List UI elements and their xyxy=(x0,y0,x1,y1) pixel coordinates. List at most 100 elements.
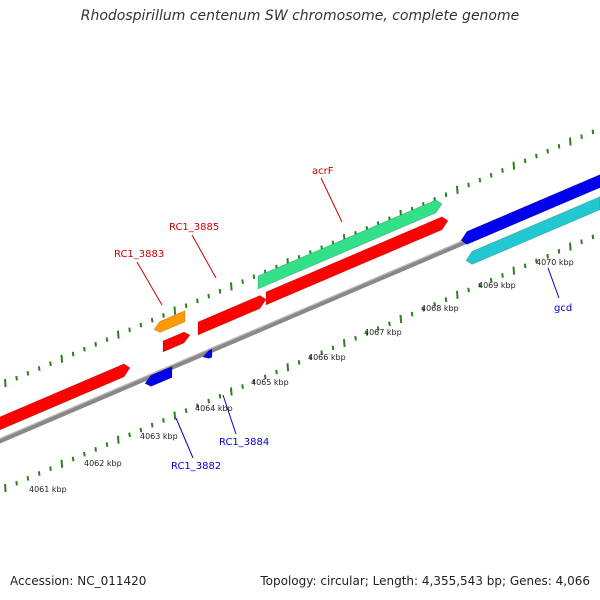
minor-tick xyxy=(218,288,222,294)
minor-tick xyxy=(218,393,222,399)
minor-tick xyxy=(252,379,256,385)
minor-tick xyxy=(83,451,86,457)
minor-tick xyxy=(49,361,52,367)
tick-label: 4065 kbp xyxy=(251,378,289,387)
tick-label: 4061 kbp xyxy=(29,485,67,494)
minor-tick xyxy=(162,418,165,423)
minor-tick xyxy=(49,466,52,472)
minor-tick xyxy=(309,355,312,360)
major-tick xyxy=(117,330,120,339)
gene-label-acrf[interactable]: acrF xyxy=(312,166,334,177)
feature-green-acrf[interactable] xyxy=(257,199,443,290)
minor-tick xyxy=(331,345,335,351)
feature-cyan-reverse[interactable] xyxy=(465,196,600,265)
minor-tick xyxy=(365,331,369,336)
minor-tick xyxy=(94,342,97,347)
minor-tick xyxy=(71,456,75,462)
minor-tick xyxy=(591,234,595,240)
major-tick xyxy=(60,459,64,468)
major-tick xyxy=(230,282,233,291)
minor-tick xyxy=(433,302,436,307)
major-tick xyxy=(4,378,7,388)
label-leaders xyxy=(136,177,560,459)
minor-tick xyxy=(557,144,561,149)
major-tick xyxy=(230,387,233,396)
minor-tick xyxy=(37,366,41,371)
tick-label: 4067 kbp xyxy=(364,328,402,337)
leader-rc1-3883 xyxy=(136,261,163,306)
tick-label: 4063 kbp xyxy=(140,432,178,441)
minor-tick xyxy=(207,398,210,404)
minor-tick xyxy=(71,351,75,357)
minor-tick xyxy=(139,427,143,433)
minor-tick xyxy=(354,335,357,341)
gene-label-rc1-3883[interactable]: RC1_3883 xyxy=(114,249,164,260)
tick-label: 4064 kbp xyxy=(195,404,233,413)
major-tick xyxy=(286,363,290,372)
minor-tick xyxy=(523,263,527,269)
leader-gcd xyxy=(547,267,560,299)
minor-tick xyxy=(26,476,30,481)
minor-tick xyxy=(263,374,267,380)
major-tick xyxy=(569,242,572,251)
feature-red-forward-left[interactable] xyxy=(0,363,131,432)
minor-tick xyxy=(444,192,448,197)
leader-rc1-3882 xyxy=(175,417,194,459)
gene-label-rc1-3885[interactable]: RC1_3885 xyxy=(169,222,219,233)
minor-tick xyxy=(535,153,538,159)
major-tick xyxy=(512,266,516,275)
minor-tick xyxy=(444,297,448,302)
minor-tick xyxy=(150,317,154,323)
gene-label-gcd[interactable]: gcd xyxy=(554,303,572,314)
minor-tick xyxy=(196,403,199,409)
minor-tick xyxy=(196,298,199,304)
feature-blue-gcd[interactable] xyxy=(460,174,600,245)
minor-tick xyxy=(184,303,188,309)
feature-blue-rc1-3884[interactable] xyxy=(202,348,213,359)
major-tick xyxy=(173,306,177,315)
minor-tick xyxy=(501,168,504,173)
feature-orange-rc1-3883[interactable] xyxy=(153,310,186,333)
gene-label-rc1-3884[interactable]: RC1_3884 xyxy=(219,437,269,448)
minor-tick xyxy=(94,447,97,452)
minor-tick xyxy=(275,369,278,375)
minor-tick xyxy=(128,327,131,333)
minor-tick xyxy=(252,274,256,280)
minor-tick xyxy=(501,273,504,278)
major-tick xyxy=(343,339,346,348)
feature-red-long-forward[interactable] xyxy=(265,216,449,306)
minor-tick xyxy=(410,311,414,317)
minor-tick xyxy=(139,322,143,328)
feature-blue-rc1-3882[interactable] xyxy=(144,366,173,387)
minor-tick xyxy=(388,321,391,327)
tick-label: 4070 kbp xyxy=(536,258,574,267)
minor-tick xyxy=(105,337,109,342)
minor-tick xyxy=(15,375,18,381)
minor-tick xyxy=(546,148,549,154)
minor-tick xyxy=(184,408,188,414)
minor-tick xyxy=(297,360,301,365)
feature-red-small-forward[interactable] xyxy=(162,331,191,353)
minor-tick xyxy=(467,287,470,293)
minor-tick xyxy=(489,277,493,283)
minor-tick xyxy=(241,384,244,389)
minor-tick xyxy=(546,253,549,259)
minor-tick xyxy=(591,129,595,135)
feature-red-rc1-3885[interactable] xyxy=(197,295,267,336)
minor-tick xyxy=(37,471,41,476)
minor-tick xyxy=(26,371,30,376)
minor-tick xyxy=(523,158,527,164)
leader-rc1-3885 xyxy=(191,234,217,279)
gene-label-rc1-3882[interactable]: RC1_3882 xyxy=(171,461,221,472)
minor-tick xyxy=(207,293,210,299)
minor-tick xyxy=(15,480,18,486)
major-tick xyxy=(399,314,403,324)
leader-acrf xyxy=(320,177,343,223)
minor-tick xyxy=(241,279,244,284)
tick-label: 4069 kbp xyxy=(478,281,516,290)
leader-rc1-3884 xyxy=(222,394,237,435)
minor-tick xyxy=(580,134,583,140)
major-tick xyxy=(512,161,516,170)
